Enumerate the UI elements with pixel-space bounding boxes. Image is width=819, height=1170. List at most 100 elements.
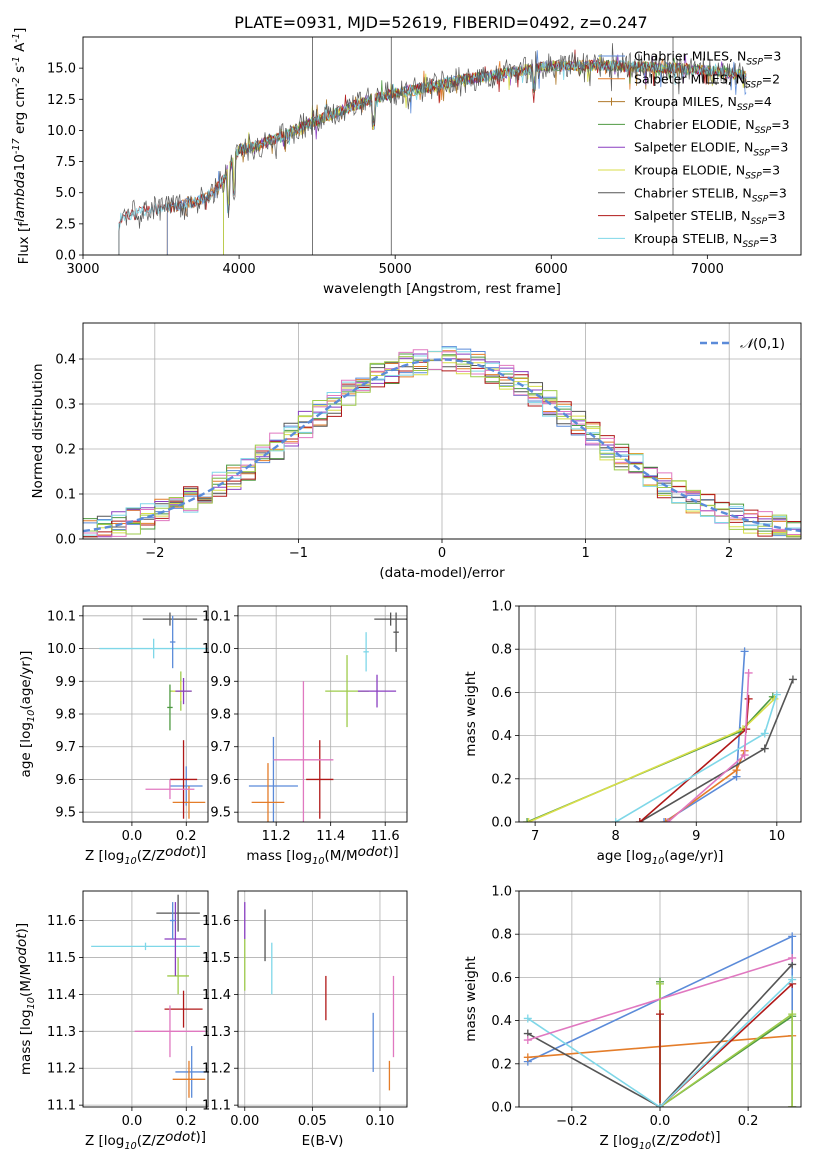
weight-marker [761,729,769,737]
axes-frame [238,891,407,1107]
x-tick-label: 0.0 [122,1114,143,1129]
x-tick-label: 0.10 [365,1114,394,1129]
y-tick-label: 0.8 [491,928,512,943]
x-tick-label: 0.05 [298,1114,327,1129]
y-tick-label: 9.6 [55,773,76,788]
y-tick-label: 9.7 [210,740,231,755]
panel-4: 7 8 9 10 0.0 0.2 0.4 0.6 0.8 1.0 age [log10(age/yr… [463,600,801,868]
x-axis-label: (data-model)/error [379,565,505,581]
y-tick-label: 0.8 [491,643,512,658]
y-tick-label: 0.6 [491,971,512,986]
y-tick-label: 9.8 [210,708,231,723]
y-tick-label: 1.0 [491,600,512,615]
y-tick-label: 10.0 [47,124,76,139]
chart-title: PLATE=0931, MJD=52619, FIBERID=0492, z=0… [234,13,647,32]
legend-label: Salpeter ELODIE, NSSP=3 [634,140,788,159]
legend-label: Chabrier STELIB, NSSP=3 [634,185,787,204]
x-tick-label: 10 [769,829,786,844]
panel-0: 3000 4000 5000 6000 7000 0.0 2.5 5.0 7.5 10.0 12.5… [11,13,801,297]
x-tick-label: 11.4 [316,829,345,844]
y-axis-label: mass weight [463,671,479,756]
legend-label: Kroupa ELODIE, NSSP=3 [634,163,780,182]
y-tick-label: 0.2 [55,443,76,458]
panel-3: 11.2 11.4 11.6 9.5 9.6 9.7 9.8 9.9 10.0 10.1 mass … [202,606,407,867]
y-tick-label: 11.1 [47,1099,76,1114]
x-axis-label: age [log10(age/yr)] [597,848,724,867]
y-tick-label: 11.5 [47,951,76,966]
y-tick-label: 9.7 [55,740,76,755]
weight-line [527,697,773,822]
legend: Chabrier MILES, NSSP=3 Salpeter MILES, NS… [598,49,790,250]
panel-5: 0.0 0.2 11.1 11.2 11.3 11.4 11.5 11.6 Z [log10(Z… [14,891,208,1152]
legend-label: Chabrier ELODIE, NSSP=3 [634,117,790,136]
weight-marker [524,1036,532,1044]
plot-area [523,647,797,826]
y-tick-label: 9.6 [210,773,231,788]
weight-line [668,673,749,822]
weight-marker [789,675,797,683]
x-tick-label: 8 [612,829,620,844]
x-tick-label: 0.0 [122,829,143,844]
y-tick-label: 15.0 [47,62,76,77]
y-tick-label: 10.1 [202,609,231,624]
y-tick-label: 10.0 [202,642,231,657]
y-tick-label: 12.5 [47,93,76,108]
x-tick-label: 11.2 [262,829,291,844]
x-tick-label: 9 [692,829,700,844]
x-tick-label: 11.6 [371,829,400,844]
y-tick-label: 11.2 [202,1062,231,1077]
weight-line [664,651,745,822]
legend: 𝒩(0,1) [700,336,785,352]
x-tick-label: 6000 [535,262,568,277]
y-tick-label: 11.5 [202,951,231,966]
y-tick-label: 9.9 [210,675,231,690]
x-tick-label: 0.0 [650,1114,671,1129]
weight-marker [745,695,753,703]
y-tick-label: 5.0 [55,186,76,201]
y-tick-label: 9.8 [55,708,76,723]
y-axis-label: Normed distribution [30,363,46,498]
y-axis-label: mass weight [463,956,479,1041]
y-tick-label: 1.0 [491,885,512,900]
y-axis-label: mass [log10(M/Modot)] [14,923,37,1075]
y-tick-label: 0.0 [55,249,76,264]
x-axis-label: wavelength [Angstrom, rest frame] [323,281,561,297]
x-tick-label: −2 [145,546,164,561]
y-tick-label: 0.6 [491,686,512,701]
y-tick-label: 0.0 [491,1101,512,1116]
x-axis-label: Z [log10(Z/Zodot)] [85,1129,206,1152]
y-axis-label: age [log10(age/yr)] [18,651,37,778]
panel-2: 0.0 0.29.59.69.79.89.910.010.1Z [log10(Z/… [18,606,208,867]
y-tick-label: 11.2 [47,1062,76,1077]
y-tick-label: 11.1 [202,1099,231,1114]
x-tick-label: 0.00 [230,1114,259,1129]
weight-marker [788,954,796,962]
x-tick-label: −1 [289,546,308,561]
x-axis-label: E(B-V) [302,1133,344,1149]
y-tick-label: 0.4 [491,1014,512,1029]
y-tick-label: 0.3 [55,398,76,413]
y-tick-label: 11.4 [47,988,76,1003]
y-tick-label: 9.9 [55,675,76,690]
y-tick-label: 11.6 [202,914,231,929]
y-tick-label: 11.3 [47,1025,76,1040]
x-tick-label: 7000 [691,262,724,277]
y-tick-label: 11.3 [202,1025,231,1040]
panel-7: −0.2 0.0 0.20.00.20.40.60.81.0Z [log10(Z/Z… [463,885,801,1153]
y-tick-label: 0.2 [491,772,512,787]
y-tick-label: 10.0 [47,642,76,657]
y-tick-label: 9.5 [210,806,231,821]
weight-marker [761,745,769,753]
y-tick-label: 0.1 [55,488,76,503]
y-tick-label: 11.4 [202,988,231,1003]
plot-area [99,613,208,819]
weight-marker [788,932,796,940]
plot-area [91,895,208,1098]
x-tick-label: 2 [725,546,733,561]
x-tick-label: 0.2 [176,1114,197,1129]
y-tick-label: 0.0 [491,816,512,831]
y-axis-label: Flux [flambda10-17 erg cm-2 s-1 A-1] [11,28,32,265]
x-tick-label: −0.2 [556,1114,588,1129]
x-tick-label: 0.2 [176,829,197,844]
weight-marker [656,1010,664,1018]
